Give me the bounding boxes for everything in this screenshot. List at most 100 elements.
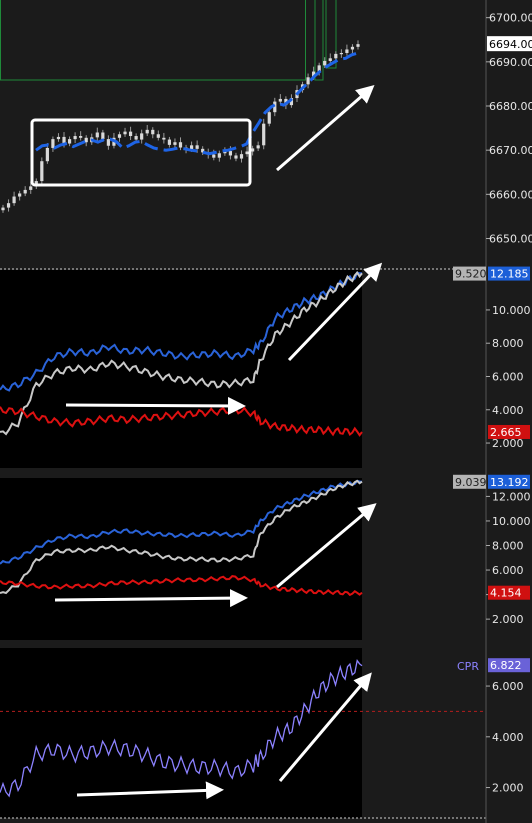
candle-body xyxy=(334,53,338,59)
candle-body xyxy=(123,131,127,135)
candle-body xyxy=(140,133,144,140)
y-tick-label: 2.000 xyxy=(492,437,524,450)
candle-body xyxy=(323,60,327,66)
trend-arrow-6 xyxy=(76,781,224,800)
candle-body xyxy=(273,101,277,113)
candle-body xyxy=(84,137,88,143)
y-tick-label: 6680.00 xyxy=(489,100,532,113)
y-tick-label: 6690.00 xyxy=(489,56,532,69)
candle-body xyxy=(79,136,83,138)
value-badge-label: 6.822 xyxy=(490,659,522,672)
y-tick-label: 4.000 xyxy=(492,731,524,744)
trend-arrow-5 xyxy=(278,672,372,782)
candle-body xyxy=(145,129,149,134)
candle-body xyxy=(1,207,5,211)
value-badge-label: 2.665 xyxy=(490,426,522,439)
last-price-badge xyxy=(487,36,532,52)
candle-body xyxy=(345,49,349,53)
candle-body xyxy=(18,193,22,197)
candle-body xyxy=(306,77,310,85)
candle-body xyxy=(134,136,138,140)
series-line-blue xyxy=(0,479,363,565)
consolidation-rectangle xyxy=(30,118,252,187)
series-name-label: CPR xyxy=(457,660,479,673)
series-line-blue xyxy=(0,271,362,392)
candle-body xyxy=(267,112,271,124)
zone-box-right xyxy=(325,0,337,69)
series-line-white xyxy=(0,271,363,436)
candle-body xyxy=(162,137,166,140)
candle-body xyxy=(45,147,49,162)
candle-body xyxy=(328,58,332,61)
trend-arrow-3 xyxy=(276,503,377,589)
candle-body xyxy=(73,136,77,140)
indicator-panel-3: 6.000 4.000 2.000 6.822 CPR xyxy=(0,658,530,798)
series-line-red xyxy=(0,575,363,597)
candle-body xyxy=(212,154,216,158)
value-badge-gray xyxy=(453,266,486,281)
candle-body xyxy=(256,145,260,149)
value-badge-label: 12.185 xyxy=(490,268,529,281)
candle-body xyxy=(151,129,155,135)
price-panel: 6700.00 6690.00 6680.00 6670.00 6660.00 6650.… xyxy=(0,0,532,246)
candle-body xyxy=(262,123,266,146)
y-tick-label: 8.000 xyxy=(492,337,524,350)
candle-body xyxy=(217,153,221,158)
y-tick-label: 6700.00 xyxy=(489,12,532,25)
y-tick-label: 6650.00 xyxy=(489,233,532,246)
trend-arrow-4 xyxy=(54,589,248,608)
candle-body xyxy=(173,142,177,145)
candle-body xyxy=(117,134,122,138)
candle-body xyxy=(156,134,160,138)
candle-body xyxy=(67,139,72,144)
candle-body xyxy=(234,155,238,159)
trend-arrow-1 xyxy=(287,262,383,362)
candle-body xyxy=(6,203,11,208)
trend-arrow-2 xyxy=(65,396,246,415)
candle-body xyxy=(189,145,194,150)
indicator-panel-1-bg xyxy=(0,270,362,468)
candle-body xyxy=(339,53,343,55)
y-tick-label: 12.000 xyxy=(492,490,531,503)
y-tick-label: 2.000 xyxy=(492,613,524,626)
value-badge-red xyxy=(488,585,530,600)
candle-body xyxy=(40,161,44,182)
value-badge-label: 9.520 xyxy=(455,268,487,281)
y-tick-label: 10.000 xyxy=(492,304,531,317)
candle-body xyxy=(350,46,355,50)
candle-body xyxy=(51,139,55,148)
y-tick-label: 6.000 xyxy=(492,680,524,693)
candle-body xyxy=(128,131,133,137)
y-tick-label: 6660.00 xyxy=(489,188,532,201)
y-tick-label: 2.000 xyxy=(492,782,524,795)
value-badge-label: 13.192 xyxy=(490,476,529,489)
candle-body xyxy=(106,139,110,146)
candle-body xyxy=(12,196,16,204)
trend-arrow-0 xyxy=(276,85,375,172)
value-badge-blue xyxy=(488,474,530,489)
series-line-purple xyxy=(0,659,363,798)
y-tick-label: 10.000 xyxy=(492,515,531,528)
value-badge-label: 9.039 xyxy=(455,476,487,489)
candle-body xyxy=(223,151,227,154)
candle-body xyxy=(228,151,233,156)
candle-body xyxy=(167,139,172,145)
value-badge-blue xyxy=(488,266,530,281)
candle-body xyxy=(101,132,105,140)
candle-body xyxy=(239,154,244,159)
indicator-panel-3-bg xyxy=(0,648,362,818)
moving-average-line xyxy=(35,51,359,156)
last-price-label: 6694.00 xyxy=(489,38,532,51)
candle-body xyxy=(62,136,66,144)
value-badge-gray xyxy=(453,474,486,489)
y-tick-label: 6670.00 xyxy=(489,144,532,157)
value-badge-red xyxy=(488,424,530,439)
series-line-white xyxy=(0,479,363,595)
candle-body xyxy=(23,189,27,194)
candle-body xyxy=(356,44,360,47)
y-tick-label: 6.000 xyxy=(492,370,524,383)
candle-body xyxy=(95,132,99,138)
candle-body xyxy=(178,142,183,148)
